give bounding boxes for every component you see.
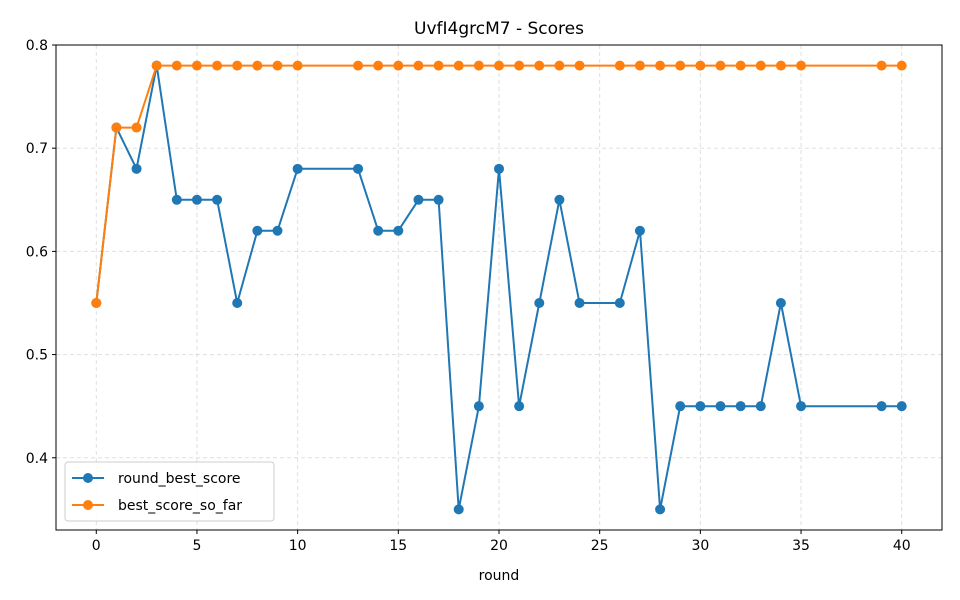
data-point-best_score_so_far xyxy=(212,60,223,71)
data-point-round_best_score xyxy=(212,194,223,205)
data-point-best_score_so_far xyxy=(514,60,525,71)
data-point-best_score_so_far xyxy=(373,60,384,71)
data-point-best_score_so_far xyxy=(554,60,565,71)
legend-box xyxy=(64,461,275,522)
data-point-round_best_score xyxy=(131,163,142,174)
data-point-round_best_score xyxy=(171,194,182,205)
data-point-best_score_so_far xyxy=(353,60,364,71)
y-tick-label: 0.6 xyxy=(26,244,48,260)
data-point-round_best_score xyxy=(876,401,887,412)
data-point-best_score_so_far xyxy=(494,60,504,71)
data-point-best_score_so_far xyxy=(896,60,907,71)
data-point-round_best_score xyxy=(514,401,525,412)
data-point-round_best_score xyxy=(554,194,565,205)
data-point-best_score_so_far xyxy=(634,60,645,71)
data-point-best_score_so_far xyxy=(413,60,424,71)
data-point-best_score_so_far xyxy=(735,60,746,71)
data-point-best_score_so_far xyxy=(453,60,464,71)
data-point-round_best_score xyxy=(675,401,686,412)
data-point-best_score_so_far xyxy=(574,60,585,71)
data-point-round_best_score xyxy=(453,504,464,515)
series-layer xyxy=(91,60,907,515)
data-point-best_score_so_far xyxy=(655,60,666,71)
data-point-best_score_so_far xyxy=(775,60,786,71)
data-point-best_score_so_far xyxy=(796,60,807,71)
data-point-round_best_score xyxy=(373,225,384,236)
data-point-round_best_score xyxy=(655,504,666,515)
data-point-round_best_score xyxy=(413,194,424,205)
data-point-best_score_so_far xyxy=(171,60,182,71)
x-tick-label: 35 xyxy=(792,538,810,554)
data-point-best_score_so_far xyxy=(393,60,404,71)
x-axis: 0 5 10 15 20 25 30 35 40 xyxy=(92,530,911,554)
y-tick-label: 0.5 xyxy=(26,348,48,364)
data-point-round_best_score xyxy=(494,163,504,174)
data-point-best_score_so_far xyxy=(614,60,625,71)
data-point-round_best_score xyxy=(775,297,786,308)
x-tick-label: 5 xyxy=(192,538,201,554)
data-point-round_best_score xyxy=(574,297,585,308)
data-point-round_best_score xyxy=(755,401,766,412)
x-tick-label: 0 xyxy=(92,538,101,554)
data-point-round_best_score xyxy=(735,401,746,412)
data-point-best_score_so_far xyxy=(675,60,686,71)
data-point-best_score_so_far xyxy=(876,60,887,71)
data-point-best_score_so_far xyxy=(715,60,726,71)
legend-marker-0 xyxy=(83,473,93,483)
data-point-best_score_so_far xyxy=(272,60,283,71)
chart-title: UvfI4grcM7 - Scores xyxy=(414,19,584,39)
data-point-round_best_score xyxy=(695,401,706,412)
y-tick-label: 0.8 xyxy=(26,38,48,54)
data-point-round_best_score xyxy=(796,401,807,412)
legend: round_best_score best_score_so_far xyxy=(64,461,275,522)
x-tick-label: 25 xyxy=(591,538,609,554)
data-point-best_score_so_far xyxy=(473,60,484,71)
data-point-round_best_score xyxy=(252,225,263,236)
data-point-best_score_so_far xyxy=(191,60,202,71)
data-point-best_score_so_far xyxy=(534,60,545,71)
y-tick-label: 0.7 xyxy=(26,141,48,157)
x-tick-label: 30 xyxy=(691,538,709,554)
data-point-best_score_so_far xyxy=(695,60,706,71)
data-point-best_score_so_far xyxy=(131,122,142,133)
x-axis-label: round xyxy=(479,568,520,584)
data-point-round_best_score xyxy=(353,163,364,174)
data-point-round_best_score xyxy=(473,401,484,412)
x-tick-label: 20 xyxy=(490,538,508,554)
legend-label-0: round_best_score xyxy=(118,471,241,487)
data-point-round_best_score xyxy=(534,297,545,308)
data-point-round_best_score xyxy=(232,297,243,308)
data-point-best_score_so_far xyxy=(292,60,303,71)
data-point-best_score_so_far xyxy=(151,60,162,71)
x-tick-label: 10 xyxy=(289,538,307,554)
legend-marker-1 xyxy=(83,500,93,510)
data-point-round_best_score xyxy=(292,163,303,174)
data-point-best_score_so_far xyxy=(433,60,444,71)
data-point-best_score_so_far xyxy=(111,122,122,133)
y-tick-label: 0.4 xyxy=(26,451,48,467)
legend-label-1: best_score_so_far xyxy=(118,498,242,514)
data-point-round_best_score xyxy=(191,194,202,205)
x-tick-label: 15 xyxy=(389,538,407,554)
data-point-round_best_score xyxy=(433,194,444,205)
data-point-best_score_so_far xyxy=(755,60,766,71)
data-point-round_best_score xyxy=(896,401,907,412)
data-point-best_score_so_far xyxy=(232,60,243,71)
data-point-round_best_score xyxy=(393,225,404,236)
data-point-best_score_so_far xyxy=(91,297,102,308)
data-point-round_best_score xyxy=(272,225,283,236)
grid xyxy=(56,44,942,530)
data-point-round_best_score xyxy=(614,297,625,308)
data-point-round_best_score xyxy=(634,225,645,236)
y-axis: 0.4 0.5 0.6 0.7 0.8 xyxy=(26,38,56,467)
data-point-round_best_score xyxy=(715,401,726,412)
x-tick-label: 40 xyxy=(893,538,911,554)
data-point-best_score_so_far xyxy=(252,60,263,71)
